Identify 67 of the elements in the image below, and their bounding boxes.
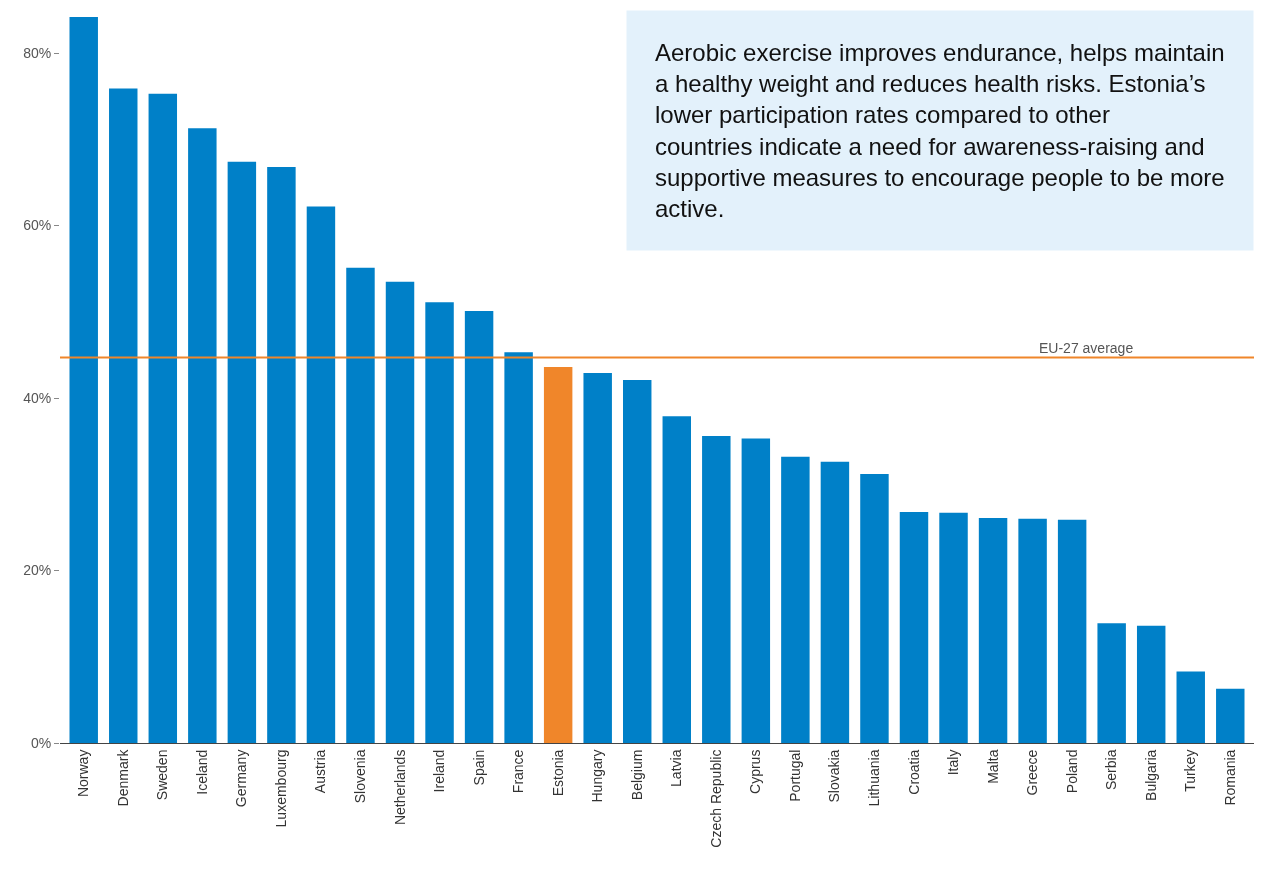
x-tick-label: Slovakia — [826, 749, 843, 803]
x-tick-label: Slovenia — [352, 749, 369, 804]
x-tick-label: Spain — [470, 749, 487, 786]
x-tick-label: Romania — [1221, 749, 1238, 806]
bar — [1097, 623, 1126, 743]
bar — [109, 88, 138, 743]
bar — [346, 267, 375, 743]
x-tick-label: Luxembourg — [272, 749, 289, 828]
bar — [1176, 671, 1205, 743]
y-tick-label: 40% — [23, 389, 52, 406]
bar — [820, 461, 850, 743]
bar — [1216, 688, 1245, 743]
bar — [267, 166, 296, 743]
bar — [385, 281, 415, 743]
x-tick-label: Lithuania — [866, 749, 882, 807]
bar — [1018, 518, 1047, 743]
x-tick-label: Belgium — [628, 749, 645, 801]
x-tick-label: Bulgaria — [1142, 749, 1159, 801]
y-tick-label: 60% — [23, 217, 52, 234]
x-tick-label: Sweden — [154, 749, 171, 801]
bar — [504, 352, 533, 743]
x-tick-label: Norway — [75, 749, 92, 798]
bar — [702, 436, 731, 743]
x-tick-label: Ireland — [431, 749, 448, 793]
bar — [227, 161, 257, 743]
x-tick-label: Greece — [1024, 749, 1041, 796]
bar — [583, 373, 612, 743]
y-tick-label: 20% — [23, 562, 52, 579]
x-tick-label: Estonia — [549, 749, 566, 797]
bar — [741, 438, 771, 743]
ref-line-label: EU-27 average — [1039, 340, 1134, 356]
x-tick-label: Netherlands — [391, 749, 408, 826]
x-tick-label: Serbia — [1103, 749, 1120, 791]
bar — [188, 128, 217, 743]
x-tick-label: Portugal — [786, 749, 803, 802]
x-tick-label: Turkey — [1182, 749, 1199, 792]
y-tick-label: 80% — [23, 45, 52, 62]
bar — [543, 367, 573, 743]
bar — [623, 379, 652, 743]
bar — [464, 310, 494, 743]
y-tick-label: 0% — [30, 734, 52, 751]
x-tick-label: Malta — [984, 749, 1001, 784]
bar — [978, 517, 1008, 743]
x-tick-label: Poland — [1063, 749, 1080, 794]
bar — [148, 93, 178, 743]
x-tick-label: Croatia — [905, 749, 922, 795]
bar — [1136, 625, 1166, 743]
bar — [306, 206, 336, 743]
bar — [860, 473, 889, 743]
x-tick-label: Iceland — [193, 749, 210, 795]
bar — [662, 416, 691, 743]
bar — [69, 16, 98, 743]
x-tick-label: Latvia — [668, 749, 685, 787]
x-tick-label: Denmark — [114, 748, 131, 807]
annotation: Aerobic exercise improves endurance, helps maintain a healthy weight and reduces health risks. Estonia’s lower participation rates compared to other countries indicate a need for awareness-raising and supportive measures to encourage people to be more active. — [655, 39, 1225, 222]
bar — [899, 511, 929, 743]
bar — [425, 302, 454, 743]
x-tick-label: Italy — [945, 749, 962, 776]
x-tick-label: Cyprus — [747, 749, 764, 794]
x-tick-label: Germany — [233, 749, 250, 808]
bar — [939, 512, 968, 743]
x-tick-label: Austria — [312, 749, 329, 794]
x-tick-label: France — [510, 749, 527, 794]
bar — [781, 456, 810, 743]
x-tick-label: Hungary — [589, 749, 606, 803]
bar — [1057, 519, 1087, 743]
x-tick-label: Czech Republic — [707, 749, 724, 848]
